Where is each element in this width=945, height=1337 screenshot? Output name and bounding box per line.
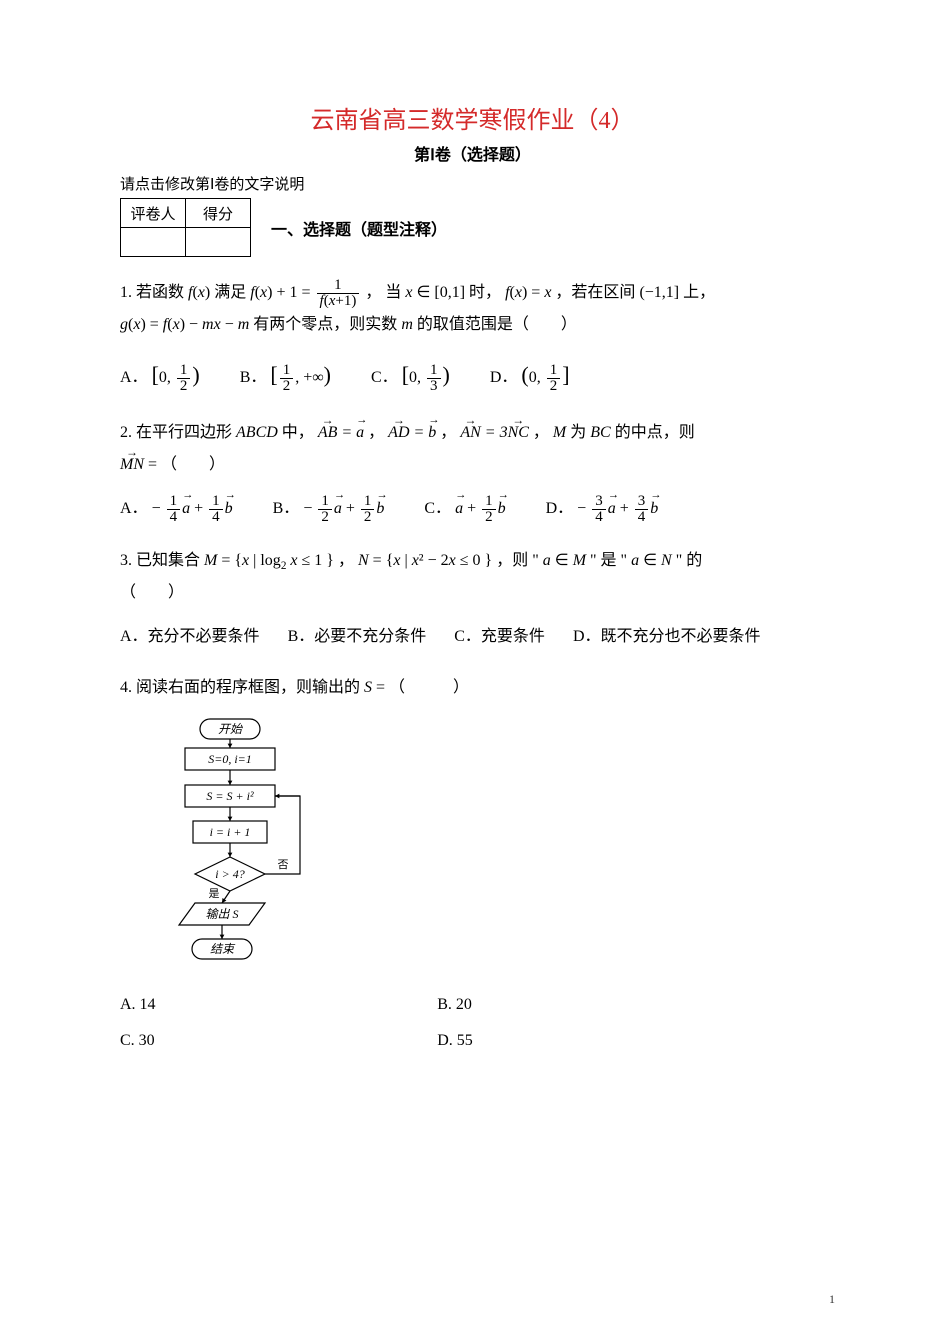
question-3: 3. 已知集合 M = {x | log2 x ≤ 1 } ， N = {x |… <box>120 545 825 610</box>
q1-text: 上， <box>683 284 715 301</box>
q3-text: " 的 <box>676 552 703 569</box>
q2-text: 的中点，则 <box>615 424 695 441</box>
q4-text: 4. 阅读右面的程序框图，则输出的 <box>120 679 360 696</box>
flowchart-diagram: 开始 S=0, i=1 S = S + i² i = i + 1 i > 4? 输出 S 结… <box>140 714 825 979</box>
q1-text: 的取值范围是（ ） <box>417 316 577 333</box>
q2-text: ， <box>368 424 384 441</box>
q3-text: " 是 " <box>590 552 627 569</box>
grading-header-grader: 评卷人 <box>121 199 186 228</box>
question-1: 1. 若函数 f(x) 满足 f(x) + 1 = 1f(x+1) ， 当 x … <box>120 277 825 341</box>
grading-header-score: 得分 <box>186 199 251 228</box>
q1-text: 有两个零点，则实数 <box>253 316 397 333</box>
grading-cell-grader <box>121 228 186 257</box>
header-row: 评卷人 得分 一、选择题（题型注释） <box>120 198 825 257</box>
q2-text: 中， <box>282 424 314 441</box>
q1-text: ，若在区间 <box>555 284 635 301</box>
opt-label: C． <box>371 369 398 386</box>
q1-option-a: A． [0, 12) <box>120 351 200 399</box>
q3-text: 3. 已知集合 <box>120 552 200 569</box>
q2-text: ， <box>533 424 549 441</box>
q1-option-b: B． [12, +∞) <box>240 351 331 399</box>
svg-text:输出 S: 输出 S <box>205 907 238 921</box>
q4-option-c: C. 30 <box>120 1023 437 1058</box>
q4-option-a: A. 14 <box>120 987 437 1022</box>
q4-option-d: D. 55 <box>437 1023 754 1058</box>
q3-option-a: A．充分不必要条件 <box>120 619 260 654</box>
flowchart-svg: 开始 S=0, i=1 S = S + i² i = i + 1 i > 4? 输出 S 结… <box>140 714 340 974</box>
opt-label: B． <box>273 500 300 517</box>
q1-options: A． [0, 12) B． [12, +∞) C． [0, 13) D． (0,… <box>120 351 825 399</box>
q2-option-d: D． − 34a + 34b <box>546 491 659 526</box>
q2-options: A． − 14a + 14b B． − 12a + 12b C． a + 12b… <box>120 491 825 526</box>
page-number: 1 <box>829 1292 835 1307</box>
q1-text: 时， <box>469 284 501 301</box>
q1-text: ， 当 <box>365 284 401 301</box>
q2-text: ， <box>440 424 456 441</box>
q2-option-b: B． − 12a + 12b <box>273 491 385 526</box>
opt-label: D． <box>490 369 518 386</box>
question-4: 4. 阅读右面的程序框图，则输出的 S = （ ） <box>120 672 825 704</box>
page-title: 云南省高三数学寒假作业（4） <box>120 100 825 135</box>
q3-option-b: B．必要不充分条件 <box>288 619 427 654</box>
q3-text: ，则 " <box>496 552 539 569</box>
svg-text:S=0, i=1: S=0, i=1 <box>208 752 252 766</box>
q3-text: （ ） <box>120 584 184 601</box>
q2-option-a: A． − 14a + 14b <box>120 491 233 526</box>
instruction-text: 请点击修改第Ⅰ卷的文字说明 <box>120 173 825 194</box>
q1-text: 满足 <box>214 284 246 301</box>
svg-text:i > 4?: i > 4? <box>215 867 244 881</box>
q2-text: 2. 在平行四边形 <box>120 424 232 441</box>
opt-label: B． <box>240 369 267 386</box>
grading-cell-score <box>186 228 251 257</box>
svg-text:开始: 开始 <box>218 722 243 736</box>
q2-text: 为 <box>570 424 586 441</box>
q1-option-d: D． (0, 12] <box>490 351 570 399</box>
q4-text: = （ ） <box>376 679 469 696</box>
svg-text:i = i + 1: i = i + 1 <box>210 825 251 839</box>
q2-text: = （ ） <box>148 456 225 473</box>
opt-label: A． <box>120 500 148 517</box>
q1-text: 1. 若函数 <box>120 284 184 301</box>
opt-label: A． <box>120 369 148 386</box>
subtitle: 第Ⅰ卷（选择题） <box>120 141 825 165</box>
opt-label: C． <box>424 500 451 517</box>
question-2: 2. 在平行四边形 ABCD 中， AB = a ， AD = b ， AN =… <box>120 417 825 481</box>
opt-label: D． <box>546 500 574 517</box>
grading-table: 评卷人 得分 <box>120 198 251 257</box>
svg-text:是: 是 <box>209 887 220 900</box>
svg-text:结束: 结束 <box>210 942 236 956</box>
q3-option-d: D．既不充分也不必要条件 <box>573 619 761 654</box>
q4-options: A. 14 B. 20 C. 30 D. 55 <box>120 987 825 1057</box>
q3-text: ， <box>338 552 354 569</box>
q1-option-c: C． [0, 13) <box>371 351 450 399</box>
q2-option-c: C． a + 12b <box>424 491 505 526</box>
svg-text:否: 否 <box>278 859 289 871</box>
q3-options: A．充分不必要条件 B．必要不充分条件 C．充要条件 D．既不充分也不必要条件 <box>120 619 825 654</box>
q3-option-c: C．充要条件 <box>454 619 545 654</box>
svg-text:S = S + i²: S = S + i² <box>206 789 254 803</box>
section-label: 一、选择题（题型注释） <box>271 216 447 240</box>
q4-option-b: B. 20 <box>437 987 754 1022</box>
